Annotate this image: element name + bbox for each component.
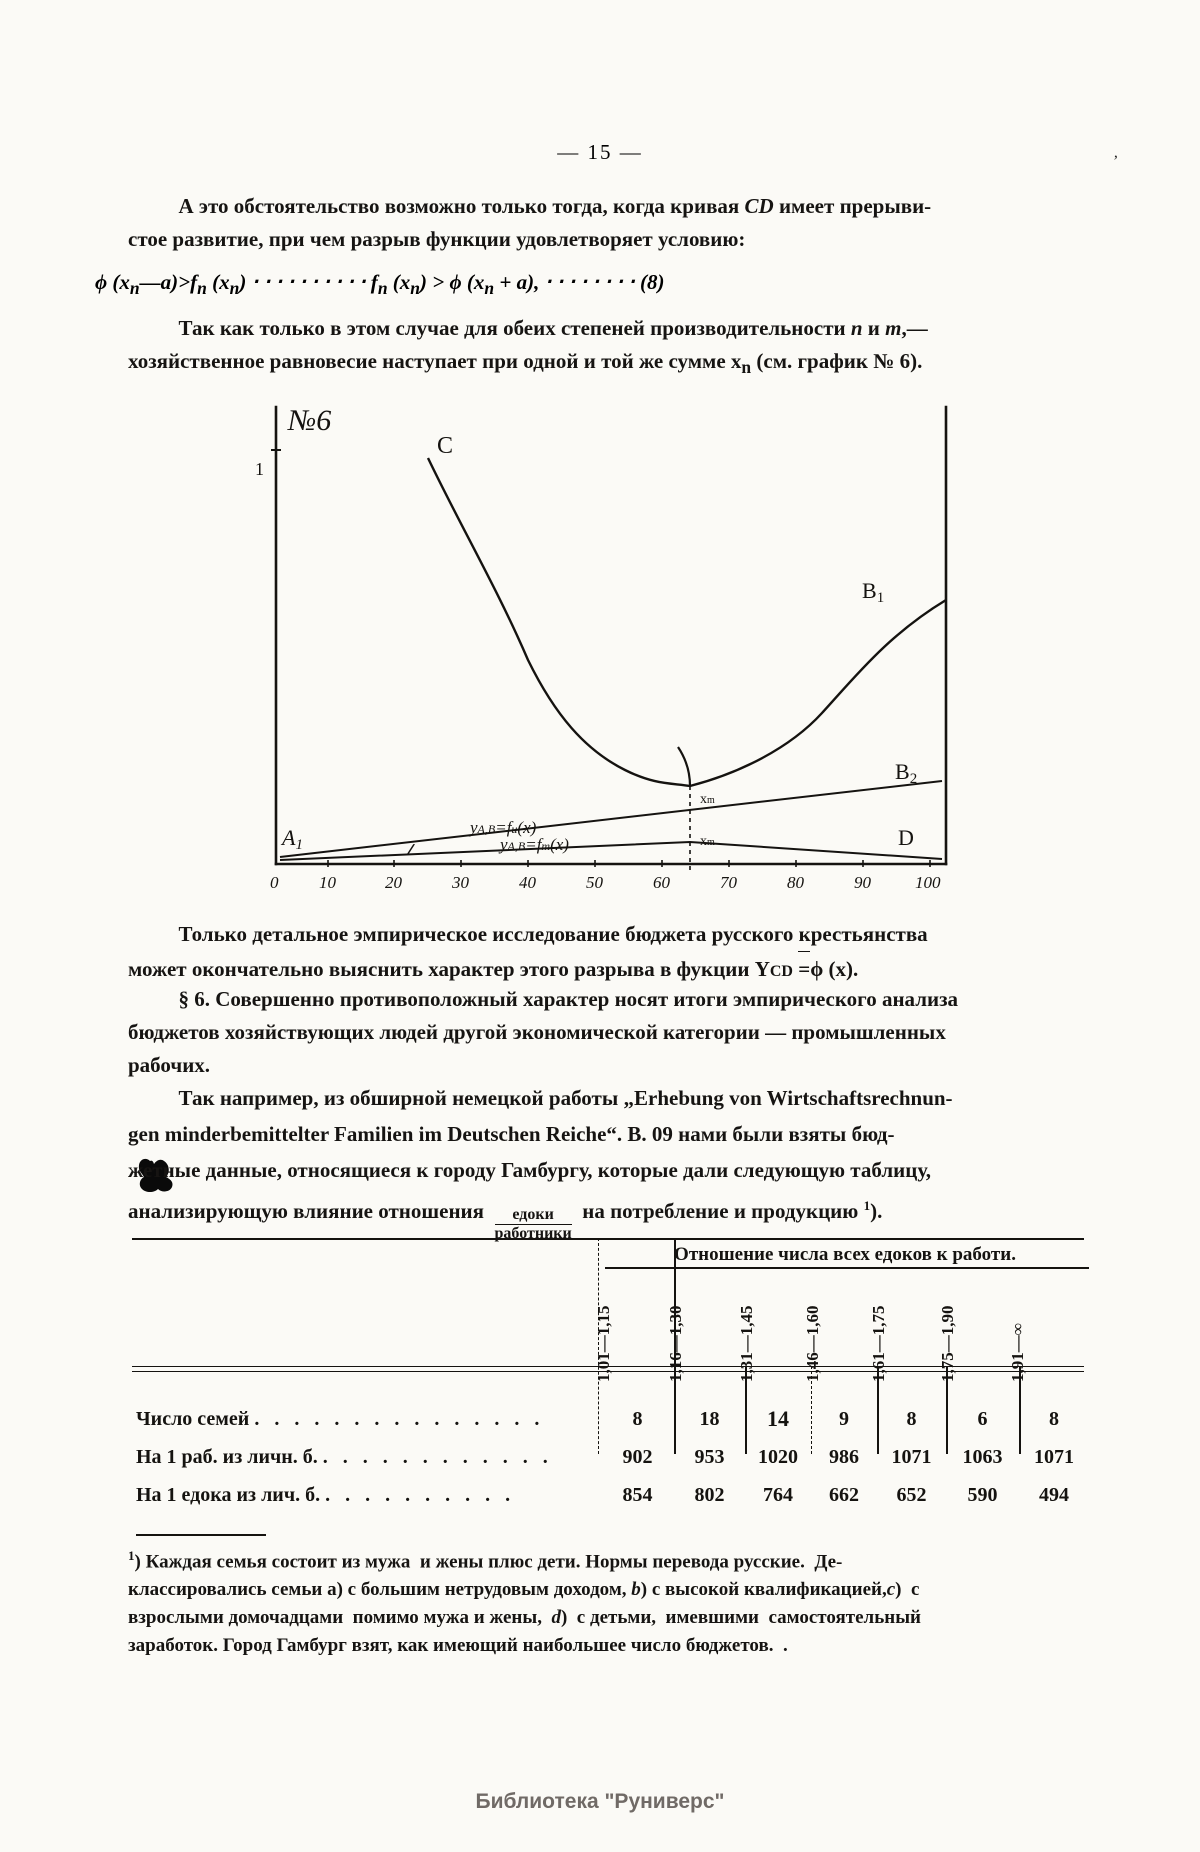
svg-text:60: 60 (653, 873, 671, 892)
svg-text:xm: xm (700, 834, 715, 849)
svg-text:70: 70 (720, 873, 738, 892)
svg-text:№6: №6 (287, 404, 331, 437)
svg-text:90: 90 (854, 873, 872, 892)
svg-text:40: 40 (519, 873, 537, 892)
svg-text:80: 80 (787, 873, 805, 892)
svg-text:∠: ∠ (405, 843, 418, 859)
svg-text:B1: B1 (862, 578, 884, 606)
svg-text:B2: B2 (895, 759, 917, 787)
svg-text:yA,B=fm(x): yA,B=fm(x) (498, 835, 569, 854)
svg-text:10: 10 (319, 873, 337, 892)
svg-text:xm: xm (700, 792, 715, 807)
svg-text:50: 50 (586, 873, 604, 892)
svg-text:100: 100 (915, 873, 941, 892)
svg-text:1: 1 (255, 459, 264, 479)
svg-text:30: 30 (451, 873, 470, 892)
svg-text:A1: A1 (280, 825, 303, 853)
svg-text:0: 0 (270, 873, 279, 892)
svg-text:D: D (898, 825, 914, 850)
svg-text:C: C (437, 433, 453, 459)
svg-text:20: 20 (385, 873, 403, 892)
